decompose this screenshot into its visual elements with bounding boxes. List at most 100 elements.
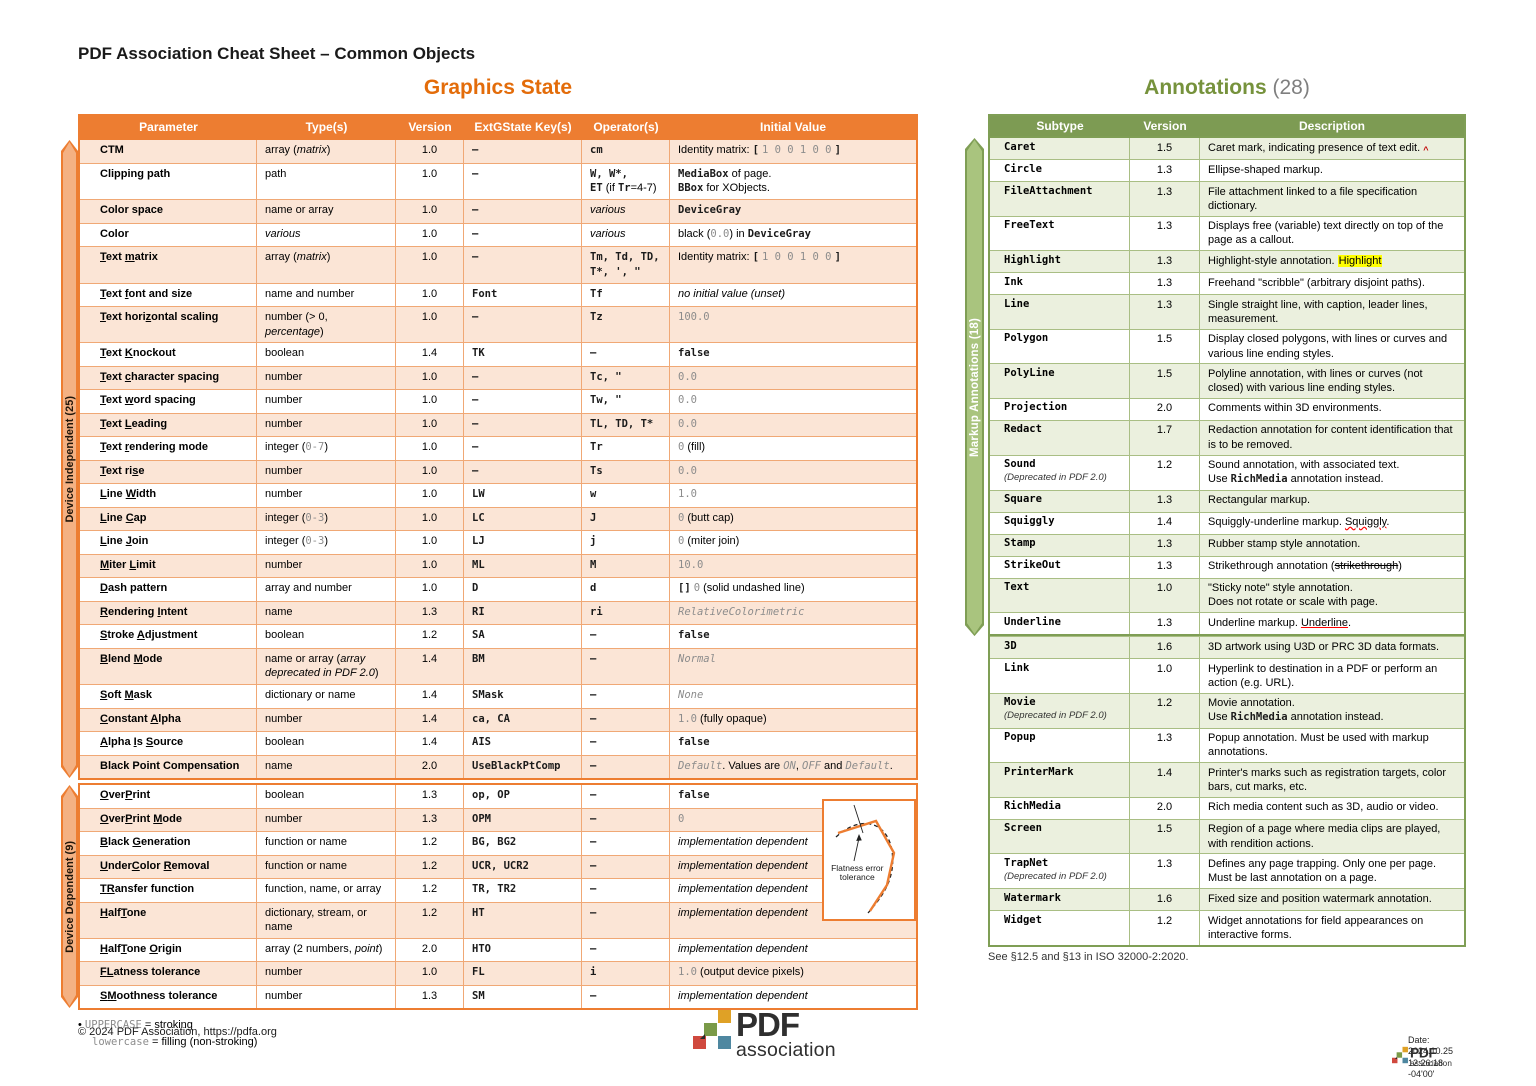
extgstate-key-cell: OPM <box>464 808 582 831</box>
table-row: Line 1.3 Single straight line, with captio… <box>990 294 1464 329</box>
version-cell: 1.0 <box>1130 659 1200 693</box>
type-cell: boolean <box>257 785 396 808</box>
operator-cell: d <box>582 578 670 601</box>
version-cell: 1.5 <box>1130 138 1200 159</box>
version-cell: 1.6 <box>1130 889 1200 910</box>
table-row: Text character spacing number 1.0– Tc, " 0.0 <box>80 365 916 390</box>
type-cell: integer (0-3) <box>257 507 396 531</box>
table-row: PrinterMark 1.4 Printer's marks such as re… <box>990 762 1464 797</box>
band-label: Markup Annotations (18) <box>968 317 981 457</box>
column-header: Subtype <box>1036 119 1084 133</box>
type-cell: dictionary or name <box>257 685 396 708</box>
version-cell: 1.0 <box>396 484 464 507</box>
version-cell: 1.0 <box>396 247 464 283</box>
band-label: Device Dependent (9) <box>63 840 76 953</box>
table-row: Projection 2.0 Comments within 3D environm… <box>990 397 1464 420</box>
operator-cell: Tz <box>582 307 670 343</box>
table-row: Color various 1.0– various black (0.0) in De… <box>80 222 916 247</box>
version-cell: 1.0 <box>396 283 464 307</box>
extgstate-key-cell: op, OP <box>464 785 582 808</box>
parameter-cell: Text horizontal scaling <box>80 307 257 343</box>
table-row: Underline 1.3 Underline markup. Underline. <box>990 612 1464 637</box>
version-cell: 1.3 <box>1130 490 1200 512</box>
operator-cell: j <box>582 531 670 554</box>
version-cell: 1.0 <box>396 390 464 413</box>
operator-cell: Ts <box>582 460 670 484</box>
copyright: © 2024 PDF Association, https://pdfa.org <box>78 1026 277 1038</box>
table-row: 3D 1.6 3D artwork using U3D or PRC 3D data… <box>990 636 1464 659</box>
extgstate-key-cell: TR, TR2 <box>464 879 582 902</box>
pdf-association-logo: PDF association <box>693 1008 836 1061</box>
version-cell: 1.0 <box>396 554 464 578</box>
initial-value-cell: 1.0 (fully opaque) <box>678 712 767 725</box>
type-cell: number <box>257 708 396 731</box>
subtype-cell: Popup <box>990 728 1130 763</box>
version-cell: 1.5 <box>1130 364 1200 398</box>
parameter-cell: HalfTone <box>80 902 257 938</box>
table-row: FLatness tolerance number 1.0 FL i 1.0 (outpu… <box>80 961 916 985</box>
table-row: Polygon 1.5 Display closed polygons, with … <box>990 328 1464 364</box>
subtype-cell: Stamp <box>990 534 1130 556</box>
initial-value-cell: 0 <box>678 812 685 825</box>
version-cell: 1.0 <box>396 307 464 343</box>
band-shape: Device Dependent (9) <box>61 785 78 1008</box>
operator-cell: M <box>582 554 670 578</box>
table-row: HalfTone Origin array (2 numbers, point) 2… <box>80 937 916 962</box>
operator-cell: Tr <box>582 437 670 460</box>
type-cell: number <box>257 808 396 831</box>
version-cell: 1.3 <box>396 785 464 808</box>
subtype-cell: Link <box>990 659 1130 693</box>
initial-value-cell: DeviceGray <box>678 204 742 217</box>
extgstate-key-cell: SMask <box>464 685 582 708</box>
parameter-cell: Line Join <box>80 531 257 554</box>
type-cell: number <box>257 484 396 507</box>
table-row: Popup 1.3 Popup annotation. Must be used w… <box>990 727 1464 763</box>
version-cell: 1.2 <box>1130 455 1200 490</box>
operator-cell: – <box>582 648 670 684</box>
version-cell: 1.3 <box>1130 556 1200 578</box>
version-cell: 1.0 <box>396 962 464 985</box>
parameter-cell: Text font and size <box>80 283 257 307</box>
initial-value-cell: 1.0 (output device pixels) <box>678 966 804 979</box>
table-row: Line Cap integer (0-3) 1.0 LC J 0 (butt cap) <box>80 506 916 531</box>
initial-value-cell: false <box>678 789 710 801</box>
table-row: Text rendering mode integer (0-7) 1.0– Tr 0 … <box>80 436 916 460</box>
extgstate-key-cell: LJ <box>464 531 582 554</box>
parameter-cell: Soft Mask <box>80 685 257 708</box>
type-cell: number <box>257 460 396 484</box>
table-row: Text matrix array (matrix) 1.0– Tm, Td, TD,… <box>80 246 916 283</box>
version-cell: 1.4 <box>396 708 464 731</box>
subtype-cell: PolyLine <box>990 364 1130 398</box>
footnote-line: UPPERCASE = stroking <box>78 1017 918 1034</box>
type-cell: boolean <box>257 625 396 648</box>
type-cell: name <box>257 601 396 625</box>
subtype-cell: Movie (Deprecated in PDF 2.0) <box>990 693 1130 728</box>
initial-value-cell: false <box>678 347 710 360</box>
table-row: Blend Mode name or array (array deprecate… <box>80 647 916 684</box>
type-cell: boolean <box>257 732 396 755</box>
description-cell: Polyline annotation, with lines or curve… <box>1208 367 1423 395</box>
operator-cell: Tc, " <box>582 366 670 390</box>
parameter-cell: Stroke Adjustment <box>80 625 257 648</box>
version-cell: 2.0 <box>396 938 464 962</box>
parameter-cell: Clipping path <box>80 163 257 200</box>
initial-value-cell: MediaBox of page. BBox for XObjects. <box>678 167 772 195</box>
description-cell: Region of a page where media clips are p… <box>1208 823 1441 850</box>
description-cell: Squiggly-underline markup. Squiggly. <box>1208 516 1390 528</box>
version-cell: 1.3 <box>396 808 464 831</box>
type-cell: name and number <box>257 283 396 307</box>
extgstate-key-cell: HTO <box>464 938 582 962</box>
version-cell: 1.0 <box>396 460 464 484</box>
parameter-cell: Miter Limit <box>80 554 257 578</box>
operator-cell: TL, TD, T* <box>582 413 670 437</box>
band-label: Device Independent (25) <box>63 395 76 523</box>
table-row: Miter Limit number 1.0 ML M 10.0 <box>80 553 916 578</box>
extgstate-key-cell: LW <box>464 484 582 507</box>
extgstate-key-cell: SM <box>464 985 582 1009</box>
version-cell: 1.4 <box>396 343 464 366</box>
annotations-title-text: Annotations <box>1144 76 1267 99</box>
extgstate-key-cell: Font <box>464 283 582 307</box>
subtype-cell: Ink <box>990 273 1130 295</box>
version-cell: 1.3 <box>1130 273 1200 295</box>
table-row: Caret 1.5 Caret mark, indicating presence … <box>990 138 1464 159</box>
